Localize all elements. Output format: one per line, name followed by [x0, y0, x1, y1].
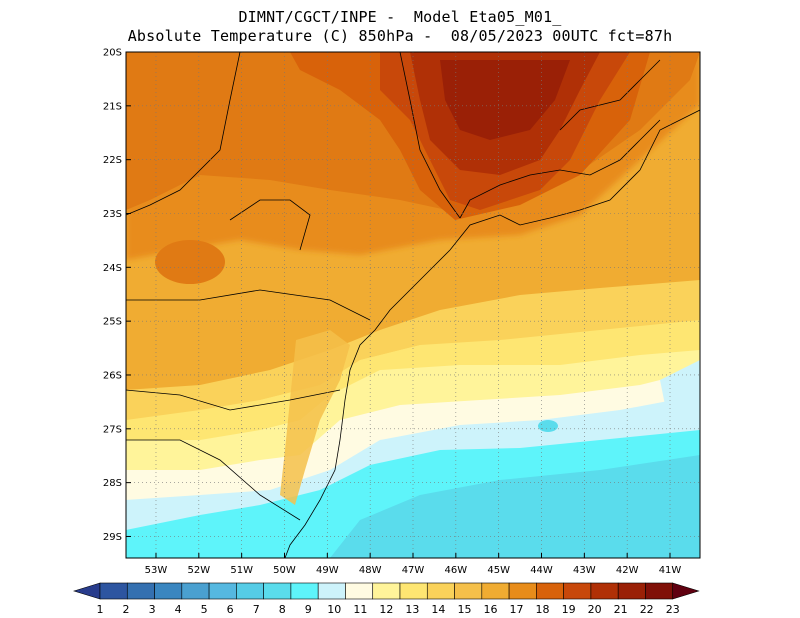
lat-tick-label: 25S [103, 317, 122, 328]
political-borders [126, 52, 700, 558]
lat-tick-label: 26S [103, 370, 122, 381]
lon-tick-label: 45W [487, 565, 510, 576]
lon-tick-label: 47W [402, 565, 425, 576]
colorbar-label: 4 [175, 603, 182, 616]
colorbar-label: 23 [666, 603, 680, 616]
temperature-field [126, 52, 700, 558]
colorbar-segment [372, 582, 401, 600]
lon-tick-label: 48W [359, 565, 382, 576]
colorbar-label: 20 [588, 603, 602, 616]
colorbar-segment [208, 582, 237, 600]
chart-title-line2: Absolute Temperature (C) 850hPa - 08/05/… [127, 27, 673, 45]
lon-tick-label: 50W [273, 565, 296, 576]
colorbar-label: 19 [562, 603, 576, 616]
lon-tick-label: 41W [659, 565, 682, 576]
colorbar-segment [126, 582, 155, 600]
colorbar-label: 9 [305, 603, 312, 616]
colorbar-segment [645, 582, 674, 600]
colorbar-segment [563, 582, 592, 600]
colorbar-segment [536, 582, 564, 600]
colorbar-label: 11 [353, 603, 367, 616]
colorbar-arrow-low [72, 582, 101, 600]
colorbar-label: 1 [97, 603, 104, 616]
lat-tick-label: 28S [103, 478, 122, 489]
lon-tick-label: 44W [530, 565, 553, 576]
colorbar-segment [481, 582, 510, 600]
colorbar-segment [399, 582, 428, 600]
colorbar-label: 22 [640, 603, 654, 616]
lon-tick-label: 51W [230, 565, 253, 576]
colorbar-segment [99, 582, 128, 600]
colorbar-segment [263, 582, 292, 600]
colorbar-label: 5 [201, 603, 208, 616]
lat-tick-label: 21S [103, 101, 122, 112]
chart-title-line1: DIMNT/CGCT/INPE - Model Eta05_M01_ [238, 8, 562, 26]
colorbar-label: 3 [149, 603, 156, 616]
colorbar-label: 21 [614, 603, 628, 616]
lon-tick-label: 43W [573, 565, 596, 576]
lon-tick-label: 42W [616, 565, 639, 576]
colorbar-segment [345, 582, 374, 600]
colorbar-segment [426, 582, 455, 600]
colorbar-segment [617, 582, 646, 600]
lat-tick-label: 27S [103, 424, 122, 435]
latitude-axis: 20S 21S 22S 23S 24S 25S 26S 27S 28S 29S [103, 48, 131, 543]
lat-tick-label: 29S [103, 532, 122, 543]
map-gridlines [126, 51, 700, 558]
colorbar-segment [181, 582, 210, 600]
colorbar-segment [290, 582, 319, 600]
colorbar-label: 14 [431, 603, 445, 616]
colorbar-label: 6 [227, 603, 234, 616]
colorbar-arrow-high [672, 582, 700, 600]
colorbar-segment [154, 582, 183, 600]
colorbar: 1 2 3 4 5 6 7 8 9 10 11 12 13 14 15 16 17 18 19 20 21 22 23 [72, 582, 700, 616]
lon-tick-label: 46W [445, 565, 468, 576]
colorbar-segment [590, 582, 619, 600]
lat-tick-label: 20S [103, 48, 122, 59]
lon-tick-label: 53W [145, 565, 168, 576]
longitude-axis: 53W 52W 51W 50W 49W 48W 47W 46W 45W 44W 43W 42W 41W [145, 553, 682, 576]
colorbar-segment [454, 582, 483, 600]
lat-tick-label: 23S [103, 209, 122, 220]
lat-tick-label: 22S [103, 155, 122, 166]
colorbar-label: 10 [327, 603, 341, 616]
lon-tick-label: 49W [316, 565, 339, 576]
colorbar-label: 12 [379, 603, 393, 616]
colorbar-segment [317, 582, 346, 600]
colorbar-label: 13 [405, 603, 419, 616]
colorbar-label: 7 [253, 603, 260, 616]
colorbar-label: 17 [510, 603, 524, 616]
colorbar-label: 15 [457, 603, 471, 616]
colorbar-segment [508, 582, 537, 600]
lat-tick-label: 24S [103, 263, 122, 274]
colorbar-label: 2 [123, 603, 130, 616]
colorbar-segment [236, 582, 264, 600]
colorbar-label: 16 [483, 603, 497, 616]
colorbar-label: 18 [536, 603, 550, 616]
colorbar-label: 8 [279, 603, 286, 616]
lon-tick-label: 52W [188, 565, 211, 576]
